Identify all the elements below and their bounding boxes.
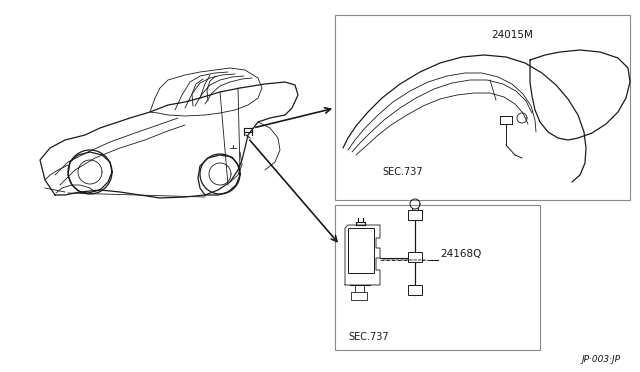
Text: 24168Q: 24168Q — [440, 249, 481, 259]
Bar — [408, 210, 422, 220]
Bar — [408, 252, 422, 262]
Bar — [335, 205, 540, 350]
Text: 24015M: 24015M — [491, 30, 533, 40]
Bar — [335, 15, 630, 200]
Text: JP·003·JP: JP·003·JP — [581, 355, 620, 364]
Text: SEC.737: SEC.737 — [382, 167, 422, 177]
Bar — [348, 228, 374, 273]
Text: SEC.737: SEC.737 — [348, 332, 388, 342]
Bar — [351, 292, 367, 300]
Bar — [408, 285, 422, 295]
